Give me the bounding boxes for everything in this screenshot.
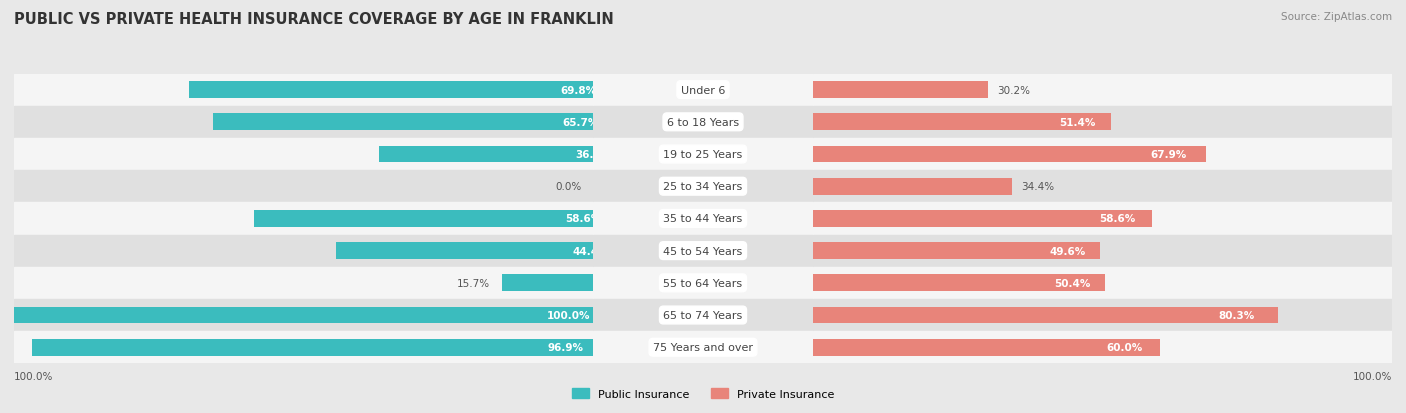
Bar <box>593 203 813 235</box>
Text: 15.7%: 15.7% <box>457 278 491 288</box>
Text: 0.0%: 0.0% <box>555 182 581 192</box>
Bar <box>14 267 593 299</box>
Text: PUBLIC VS PRIVATE HEALTH INSURANCE COVERAGE BY AGE IN FRANKLIN: PUBLIC VS PRIVATE HEALTH INSURANCE COVER… <box>14 12 614 27</box>
Bar <box>593 235 813 267</box>
Bar <box>14 235 593 267</box>
Bar <box>593 267 813 299</box>
Text: 35 to 44 Years: 35 to 44 Years <box>664 214 742 224</box>
Bar <box>14 139 593 171</box>
Text: 49.6%: 49.6% <box>1050 246 1085 256</box>
Bar <box>593 171 813 203</box>
Bar <box>14 107 593 139</box>
Bar <box>813 331 1392 363</box>
Text: 19 to 25 Years: 19 to 25 Years <box>664 150 742 160</box>
Text: 100.0%: 100.0% <box>14 371 53 382</box>
Text: 51.4%: 51.4% <box>1060 118 1095 128</box>
Bar <box>813 114 1111 131</box>
Bar <box>502 275 593 292</box>
Text: 100.0%: 100.0% <box>547 310 591 320</box>
Bar <box>813 146 1206 163</box>
Bar <box>813 243 1101 259</box>
Text: 69.8%: 69.8% <box>561 85 596 95</box>
Bar <box>813 171 1392 203</box>
Bar <box>593 139 813 171</box>
Text: 96.9%: 96.9% <box>548 342 583 352</box>
Text: 50.4%: 50.4% <box>1054 278 1090 288</box>
Bar <box>593 299 813 331</box>
Bar <box>380 146 593 163</box>
Text: 55 to 64 Years: 55 to 64 Years <box>664 278 742 288</box>
Text: 67.9%: 67.9% <box>1150 150 1187 160</box>
Bar <box>188 82 593 99</box>
Text: 6 to 18 Years: 6 to 18 Years <box>666 118 740 128</box>
Bar <box>14 299 593 331</box>
Bar <box>14 74 593 107</box>
Text: 45 to 54 Years: 45 to 54 Years <box>664 246 742 256</box>
Text: 65.7%: 65.7% <box>562 118 599 128</box>
Bar <box>32 339 593 356</box>
Bar <box>813 299 1392 331</box>
Bar <box>813 203 1392 235</box>
Bar <box>253 211 593 227</box>
Text: 25 to 34 Years: 25 to 34 Years <box>664 182 742 192</box>
Bar <box>813 107 1392 139</box>
Bar <box>14 171 593 203</box>
Bar <box>813 339 1160 356</box>
Bar <box>14 203 593 235</box>
Text: 34.4%: 34.4% <box>1021 182 1054 192</box>
Text: 30.2%: 30.2% <box>997 85 1029 95</box>
Bar <box>212 114 593 131</box>
Text: 58.6%: 58.6% <box>1099 214 1136 224</box>
Bar <box>336 243 593 259</box>
Bar <box>813 178 1012 195</box>
Legend: Public Insurance, Private Insurance: Public Insurance, Private Insurance <box>568 384 838 404</box>
Bar <box>813 267 1392 299</box>
Text: 80.3%: 80.3% <box>1219 310 1254 320</box>
Bar <box>813 211 1153 227</box>
Bar <box>813 235 1392 267</box>
Text: 60.0%: 60.0% <box>1107 342 1143 352</box>
Text: 36.9%: 36.9% <box>575 150 612 160</box>
Text: Source: ZipAtlas.com: Source: ZipAtlas.com <box>1281 12 1392 22</box>
Text: 65 to 74 Years: 65 to 74 Years <box>664 310 742 320</box>
Bar <box>593 107 813 139</box>
Bar <box>813 82 988 99</box>
Text: 75 Years and over: 75 Years and over <box>652 342 754 352</box>
Text: 58.6%: 58.6% <box>565 214 602 224</box>
Bar <box>14 331 593 363</box>
Bar <box>593 74 813 107</box>
Bar <box>813 74 1392 107</box>
Bar <box>593 331 813 363</box>
Bar <box>14 307 593 324</box>
Bar <box>813 139 1392 171</box>
Bar <box>813 275 1105 292</box>
Text: Under 6: Under 6 <box>681 85 725 95</box>
Text: 100.0%: 100.0% <box>1353 371 1392 382</box>
Text: 44.4%: 44.4% <box>572 246 609 256</box>
Bar <box>813 307 1278 324</box>
